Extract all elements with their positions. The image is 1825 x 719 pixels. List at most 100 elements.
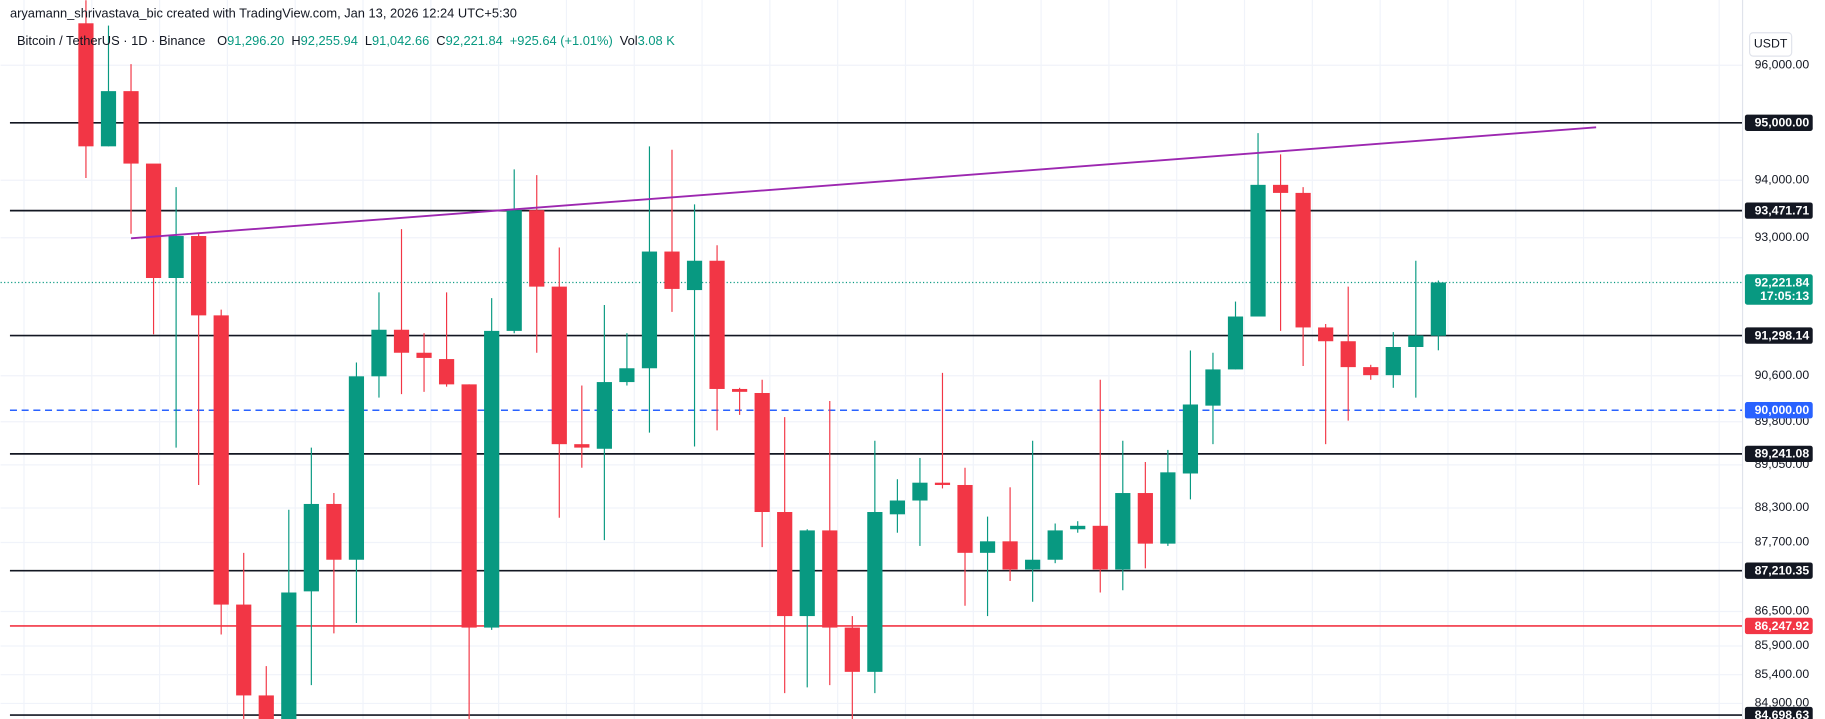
level-label: 87,210.35 — [1755, 563, 1810, 577]
level-label: 86,247.92 — [1755, 619, 1810, 633]
candle-body — [461, 384, 477, 628]
candle-body — [1363, 367, 1379, 376]
countdown: 17:05:13 — [1760, 289, 1809, 303]
candle-body — [1250, 184, 1266, 317]
legend-item: O — [217, 33, 227, 48]
candle-body — [371, 329, 387, 377]
legend-item: C — [436, 33, 445, 48]
legend-item: 91,296.20 — [227, 33, 284, 48]
candle-body — [303, 503, 319, 592]
candle-body — [799, 530, 815, 617]
candle-body — [754, 392, 770, 513]
candle-body — [281, 592, 297, 719]
level-tag — [1744, 402, 1813, 419]
candle-body — [732, 388, 748, 392]
candle-body — [889, 500, 905, 515]
legend-item: 3.08 K — [638, 33, 676, 48]
last-price-tag — [1744, 274, 1813, 305]
legend-item: H — [291, 33, 300, 48]
y-tick-label: 93,000.00 — [1755, 230, 1810, 244]
level-tag — [1744, 445, 1813, 463]
candle-body — [236, 604, 252, 696]
y-tick-label: 86,500.00 — [1755, 604, 1810, 618]
level-tag — [1744, 202, 1813, 219]
candle-body — [709, 260, 725, 389]
candle-body — [213, 315, 229, 605]
candle-body — [1025, 559, 1041, 570]
currency[interactable]: USDT — [1754, 37, 1788, 51]
candle-body — [1070, 525, 1086, 530]
candle-body — [506, 210, 522, 331]
legend-item: Bitcoin / TetherUS · 1D · Binance — [17, 33, 205, 48]
candle-body — [934, 482, 951, 485]
candle-body — [979, 541, 996, 553]
level-label: 89,241.08 — [1755, 447, 1810, 461]
candle-body — [551, 286, 567, 445]
level-tag — [1744, 114, 1813, 131]
trend-line — [130, 126, 1597, 240]
candle-body — [641, 251, 658, 369]
candle-body — [1047, 530, 1063, 560]
legend-item: Vol — [620, 33, 638, 48]
candle-body — [1408, 335, 1424, 347]
candle-body — [664, 251, 680, 289]
level-label: 95,000.00 — [1755, 116, 1810, 130]
candle-body — [1092, 525, 1108, 570]
y-tick-label: 88,300.00 — [1755, 500, 1810, 514]
candle-body — [529, 210, 545, 287]
y-tick-label: 94,000.00 — [1755, 172, 1810, 186]
candle-body — [574, 444, 590, 448]
y-tick-label: 87,700.00 — [1755, 535, 1810, 549]
candle-body — [416, 352, 432, 358]
legend: Bitcoin / TetherUS · 1D · Binance O91,296… — [17, 33, 675, 48]
candle-body — [1002, 541, 1018, 570]
last-price-label: 92,221.84 — [1755, 275, 1810, 289]
level-label: 93,471.71 — [1755, 203, 1810, 217]
level-label: 91,298.14 — [1755, 328, 1810, 342]
candle-body — [484, 330, 500, 628]
candle-body — [100, 91, 117, 147]
level-tag — [1744, 617, 1813, 635]
legend-item: 91,042.66 — [372, 33, 429, 48]
y-tick-label: 90,600.00 — [1755, 368, 1810, 382]
candle-body — [686, 260, 703, 291]
candle-body — [191, 236, 207, 316]
level-label: 84,698.63 — [1755, 708, 1810, 719]
y-tick-label: 85,400.00 — [1755, 667, 1810, 681]
candle-body — [393, 329, 410, 353]
candle-body — [1137, 493, 1153, 544]
currency-button[interactable] — [1748, 32, 1793, 57]
candle-body — [258, 695, 274, 719]
legend-item: 92,255.94 — [301, 33, 358, 48]
candle-body — [145, 163, 162, 278]
candle-body — [1430, 282, 1446, 336]
candle-body — [957, 484, 973, 553]
level-label: 90,000.00 — [1755, 403, 1810, 417]
legend-item: L — [365, 33, 372, 48]
candle-body — [596, 382, 612, 449]
candle-body — [912, 482, 928, 501]
y-tick-label: 96,000.00 — [1755, 57, 1810, 71]
candle-body — [168, 236, 184, 278]
candle-body — [1115, 493, 1131, 570]
candle-body — [1318, 327, 1334, 342]
candle-body — [844, 627, 860, 672]
candle-body — [1160, 472, 1176, 544]
candle-body — [348, 376, 365, 560]
y-tick-label: 84,900.00 — [1755, 696, 1810, 710]
candle-body — [1295, 192, 1311, 328]
candle-body — [1205, 369, 1221, 406]
candle-body — [438, 359, 455, 385]
legend-item: +925.64 (+1.01%) — [510, 33, 613, 48]
candle-body — [78, 23, 94, 147]
candle-body — [1340, 341, 1356, 368]
candle-body — [1182, 404, 1199, 474]
candle-body — [822, 530, 838, 628]
level-tag — [1744, 327, 1813, 344]
candle-body — [1227, 316, 1244, 370]
level-tag — [1744, 562, 1813, 579]
candle-body — [777, 512, 793, 617]
